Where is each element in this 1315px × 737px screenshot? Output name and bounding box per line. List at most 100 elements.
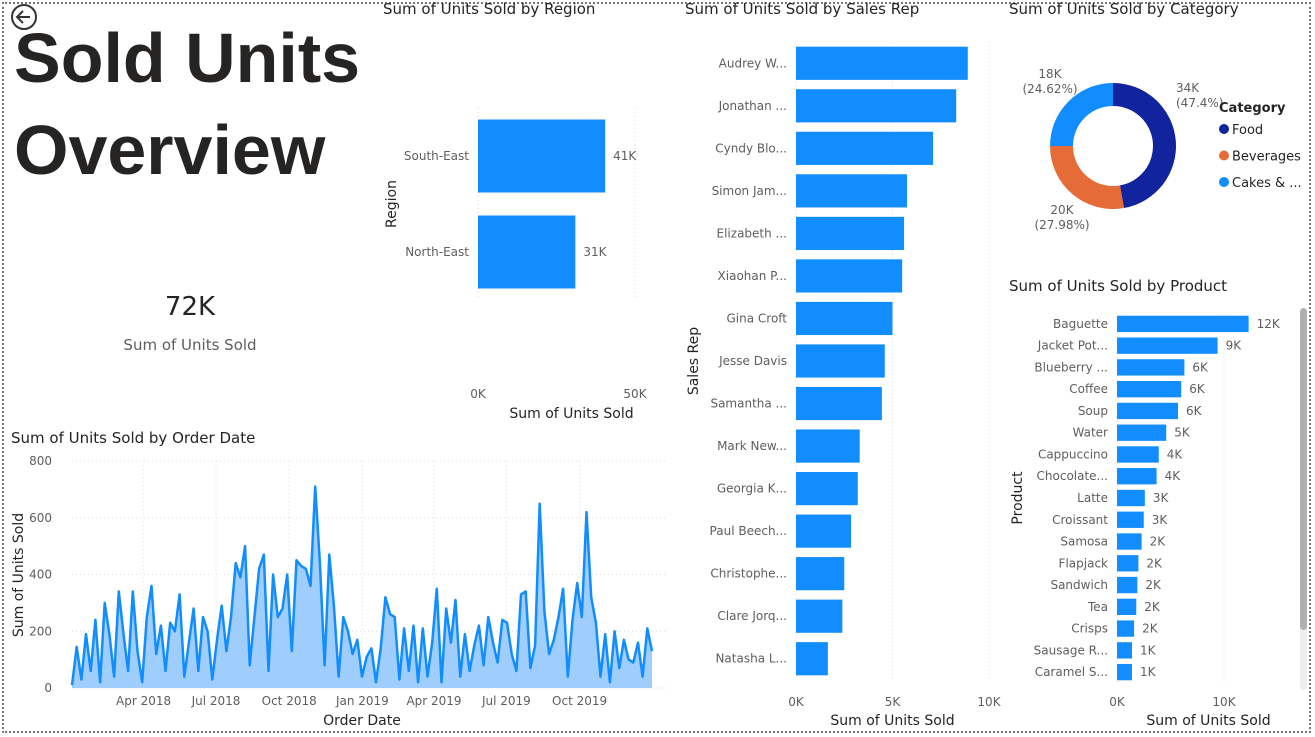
legend-marker[interactable] bbox=[1219, 150, 1229, 161]
bar[interactable] bbox=[478, 119, 606, 193]
data-label: 2K bbox=[1145, 578, 1162, 592]
x-tick-label: 0K bbox=[788, 695, 805, 709]
bar[interactable] bbox=[1117, 576, 1138, 594]
bar[interactable] bbox=[1117, 642, 1132, 659]
bar[interactable] bbox=[796, 174, 907, 208]
legend-marker[interactable] bbox=[1219, 177, 1229, 187]
area-fill[interactable] bbox=[72, 486, 652, 689]
x-tick-label: 0K bbox=[470, 387, 487, 401]
category-label: Caramel S... bbox=[1035, 665, 1108, 679]
category-label: Sandwich bbox=[1050, 578, 1108, 592]
donut-slice[interactable] bbox=[1113, 83, 1176, 209]
category-label: Jonathan ... bbox=[718, 99, 787, 113]
category-label: Tea bbox=[1087, 600, 1108, 614]
bar[interactable] bbox=[796, 131, 934, 165]
x-tick-label: Jan 2019 bbox=[335, 694, 389, 708]
donut-slice[interactable] bbox=[1050, 83, 1113, 146]
x-axis-title: Sum of Units Sold bbox=[509, 406, 633, 422]
y-axis-title: Product bbox=[1010, 471, 1026, 525]
category-label: Jesse Davis bbox=[718, 354, 787, 368]
category-label: Croissant bbox=[1052, 513, 1108, 527]
bar[interactable] bbox=[1117, 402, 1178, 420]
x-tick-label: Jul 2018 bbox=[191, 694, 241, 708]
legend-title: Category bbox=[1219, 101, 1286, 116]
y-axis-title: Sales Rep bbox=[686, 327, 702, 395]
bar[interactable] bbox=[796, 89, 957, 123]
bar[interactable] bbox=[1117, 489, 1145, 507]
x-tick-label: 0K bbox=[1109, 695, 1126, 709]
bar[interactable] bbox=[796, 514, 852, 548]
category-label: Chocolate... bbox=[1037, 469, 1108, 483]
slice-value-label: 20K bbox=[1050, 203, 1074, 217]
x-axis-title: Sum of Units Sold bbox=[1146, 713, 1270, 729]
kpi-value: 72K bbox=[164, 292, 216, 322]
category-label: Soup bbox=[1078, 404, 1108, 418]
category-label: Paul Beech... bbox=[710, 524, 787, 538]
scrollbar-thumb[interactable] bbox=[1300, 308, 1307, 630]
bar[interactable] bbox=[796, 472, 858, 506]
data-label: 1K bbox=[1140, 665, 1157, 679]
bar[interactable] bbox=[796, 216, 905, 250]
x-tick-label: 10K bbox=[977, 695, 1001, 709]
category-label: Coffee bbox=[1069, 382, 1108, 396]
bar[interactable] bbox=[1117, 424, 1167, 441]
data-label: 1K bbox=[1140, 643, 1157, 657]
bar[interactable] bbox=[1117, 663, 1132, 681]
y-tick-label: 200 bbox=[29, 624, 52, 638]
x-axis-title: Order Date bbox=[323, 713, 401, 729]
bar[interactable] bbox=[796, 301, 893, 336]
bar[interactable] bbox=[1117, 598, 1137, 615]
x-tick-label: Jul 2019 bbox=[481, 694, 531, 708]
x-tick-label: 10K bbox=[1212, 695, 1236, 709]
series-line[interactable] bbox=[70, 485, 654, 686]
bar[interactable] bbox=[796, 429, 860, 463]
data-label: 12K bbox=[1257, 317, 1281, 331]
category-label: Gina Croft bbox=[726, 311, 787, 325]
slice-percent-label: (47.4%) bbox=[1176, 96, 1223, 110]
legend-item-label: Beverages bbox=[1232, 150, 1301, 165]
category-label: Latte bbox=[1077, 491, 1108, 505]
orderdate-chart-title: Sum of Units Sold by Order Date bbox=[11, 429, 256, 447]
x-tick-label: Apr 2018 bbox=[116, 694, 171, 708]
bar[interactable] bbox=[478, 215, 576, 289]
back-arrow-icon[interactable] bbox=[10, 3, 38, 31]
category-label: Georgia K... bbox=[717, 482, 787, 496]
bar[interactable] bbox=[796, 599, 843, 633]
bar[interactable] bbox=[1117, 337, 1218, 354]
bar[interactable] bbox=[796, 259, 903, 293]
category-label: Sausage R... bbox=[1034, 643, 1108, 657]
bar[interactable] bbox=[1117, 315, 1249, 333]
donut-slice[interactable] bbox=[1050, 146, 1124, 209]
x-tick-label: Oct 2019 bbox=[552, 694, 607, 708]
bar[interactable] bbox=[1117, 468, 1157, 485]
category-label: South-East bbox=[404, 149, 469, 163]
category-label: Mark New... bbox=[717, 439, 787, 453]
bar[interactable] bbox=[1117, 359, 1185, 376]
bar[interactable] bbox=[796, 386, 882, 421]
data-label: 5K bbox=[1174, 426, 1191, 440]
data-label: 2K bbox=[1150, 535, 1167, 549]
bar[interactable] bbox=[1117, 446, 1159, 463]
data-label: 3K bbox=[1153, 491, 1170, 505]
product-chart-scrollbar[interactable] bbox=[1300, 308, 1307, 690]
bar[interactable] bbox=[1117, 555, 1139, 572]
bar[interactable] bbox=[796, 344, 885, 378]
category-label: Baguette bbox=[1053, 317, 1108, 331]
data-label: 41K bbox=[613, 149, 637, 163]
data-label: 9K bbox=[1226, 339, 1243, 353]
legend-marker[interactable] bbox=[1219, 124, 1229, 134]
legend-item-label: Cakes & ... bbox=[1232, 176, 1302, 191]
bar[interactable] bbox=[796, 642, 828, 676]
category-label: Elizabeth ... bbox=[717, 226, 787, 240]
bar[interactable] bbox=[1117, 511, 1144, 528]
bar[interactable] bbox=[1117, 533, 1142, 550]
bar[interactable] bbox=[1117, 381, 1182, 398]
bar[interactable] bbox=[796, 557, 845, 591]
bar[interactable] bbox=[1117, 620, 1135, 637]
data-label: 2K bbox=[1144, 600, 1161, 614]
bar[interactable] bbox=[796, 46, 968, 80]
y-axis-title: Region bbox=[384, 180, 400, 228]
y-tick-label: 600 bbox=[29, 511, 52, 525]
data-label: 6K bbox=[1192, 360, 1209, 374]
